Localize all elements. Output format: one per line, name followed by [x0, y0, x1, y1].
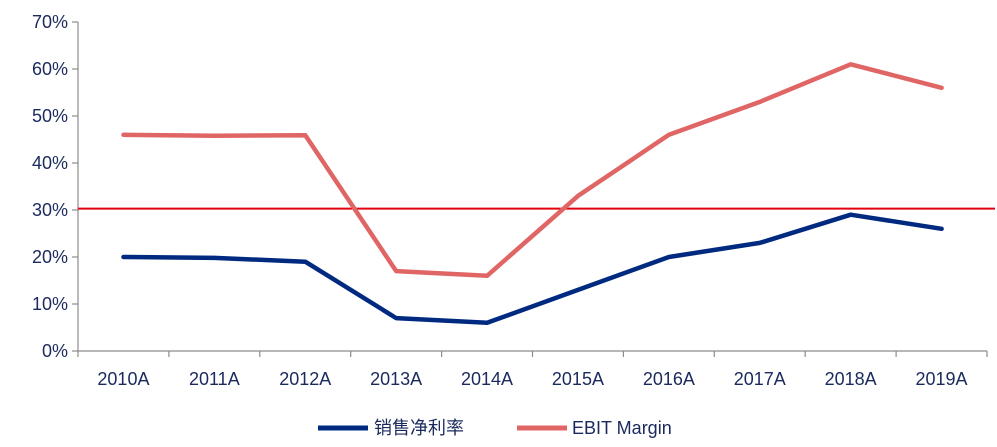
series-group	[121, 62, 944, 326]
y-tick-label: 10%	[32, 294, 68, 314]
x-tick-label: 2017A	[734, 369, 786, 389]
x-tick-label: 2014A	[461, 369, 513, 389]
legend-label-1: 销售净利率	[374, 418, 464, 438]
y-tick-label: 60%	[32, 59, 68, 79]
x-tick-label: 2012A	[279, 369, 331, 389]
x-tick-label: 2018A	[825, 369, 877, 389]
y-tick-label: 70%	[32, 12, 68, 32]
y-tick-label: 20%	[32, 247, 68, 267]
series-line-1	[121, 212, 944, 326]
legend-label-2: EBIT Margin	[572, 418, 672, 438]
x-tick-label: 2019A	[916, 369, 968, 389]
axes	[77, 22, 987, 352]
x-tick-label: 2010A	[97, 369, 149, 389]
x-tick-label: 2016A	[643, 369, 695, 389]
y-tick-label: 30%	[32, 200, 68, 220]
x-tick-label: 2011A	[189, 369, 240, 389]
y-tick-label: 40%	[32, 153, 68, 173]
x-axis-ticks: 2010A 2011A 2012A 2013A 2014A 2015A 2016A 2017A…	[77, 351, 988, 389]
legend: 销售净利率 EBIT Margin	[318, 418, 672, 438]
y-tick-label: 50%	[32, 106, 68, 126]
series-line-2	[121, 62, 944, 279]
x-tick-label: 2015A	[552, 369, 604, 389]
y-tick-label: 0%	[42, 341, 68, 361]
x-tick-label: 2013A	[370, 369, 422, 389]
y-axis-ticks: 0% 10% 20% 30% 40% 50% 60% 70%	[32, 12, 78, 361]
